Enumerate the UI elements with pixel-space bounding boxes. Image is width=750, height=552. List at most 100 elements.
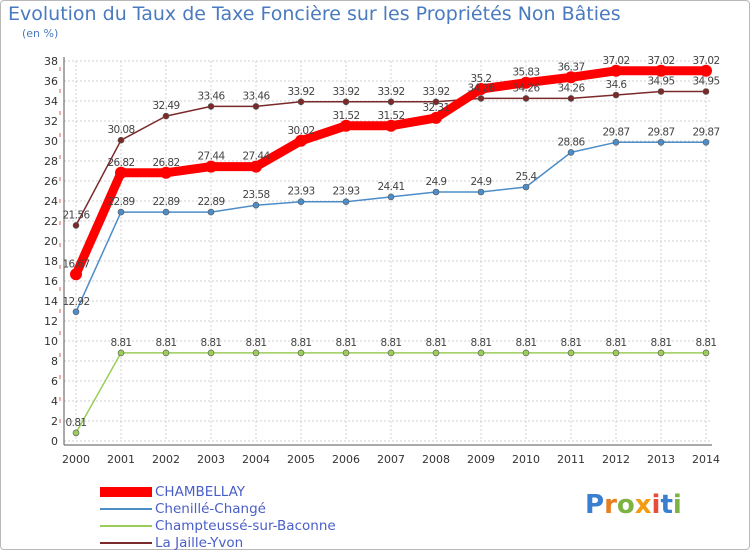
y-tick-label: 36: [44, 75, 58, 88]
data-point: [610, 64, 622, 77]
data-point: [162, 112, 170, 120]
data-label: 37.02: [647, 55, 674, 67]
data-point: [342, 349, 350, 357]
data-point: [522, 183, 530, 191]
data-label: 0.81: [66, 417, 87, 429]
data-point: [72, 429, 80, 437]
x-tick-label: 2004: [242, 453, 270, 466]
data-label: 22.89: [152, 196, 179, 208]
data-label: 34.26: [512, 82, 540, 94]
legend-swatch: [100, 542, 152, 544]
legend-label: La Jaille-Yvon: [155, 535, 244, 551]
logo-letter: r: [604, 490, 617, 520]
data-label: 16.67: [62, 258, 89, 270]
data-label: 8.81: [606, 337, 627, 349]
data-point: [700, 64, 712, 77]
data-label: 35.83: [512, 67, 539, 79]
y-tick-label: 0: [51, 435, 58, 448]
data-point: [250, 160, 262, 173]
data-point: [252, 201, 260, 209]
data-point: [387, 349, 395, 357]
data-point: [432, 98, 440, 106]
data-point: [70, 268, 82, 281]
y-tick-label: 34: [44, 95, 58, 108]
data-point: [387, 98, 395, 106]
y-tick-label: 26: [44, 175, 58, 188]
legend-swatch: [100, 487, 152, 497]
logo-letter: x: [634, 490, 652, 520]
data-label: 8.81: [561, 337, 582, 349]
data-point: [702, 88, 710, 95]
data-label: 8.81: [381, 337, 402, 349]
data-point: [520, 76, 532, 89]
data-label: 8.81: [471, 337, 492, 349]
x-tick-label: 2007: [377, 453, 405, 466]
data-point: [297, 349, 305, 357]
data-label: 32.31: [422, 102, 449, 114]
data-point: [567, 349, 575, 357]
data-point: [252, 349, 260, 357]
data-label: 34.95: [647, 76, 674, 88]
y-tick-label: 2: [51, 415, 58, 428]
data-label: 12.92: [62, 296, 89, 308]
y-tick-label: 22: [44, 215, 58, 228]
data-label: 8.81: [156, 337, 177, 349]
y-tick-label: 38: [44, 55, 58, 68]
data-label: 32.49: [152, 100, 179, 112]
data-point: [612, 139, 620, 146]
data-point: [340, 119, 352, 132]
chart-title: Evolution du Taux de Taxe Foncière sur l…: [8, 3, 621, 25]
x-tick-label: 2010: [512, 453, 540, 466]
y-tick-label: 24: [44, 195, 58, 208]
data-point: [475, 83, 487, 95]
data-point: [567, 149, 575, 156]
data-label: 33.92: [287, 86, 314, 98]
data-label: 24.9: [471, 176, 492, 188]
x-tick-label: 2012: [602, 453, 630, 466]
legend-label: Champteussé-sur-Baconne: [155, 518, 336, 534]
data-label: 21.56: [62, 209, 90, 221]
logo-letter: i: [651, 490, 661, 520]
data-label: 37.02: [602, 55, 629, 67]
data-label: 27.44: [197, 151, 225, 163]
data-label: 34.26: [557, 82, 585, 94]
data-point: [655, 64, 667, 77]
data-point: [72, 308, 80, 316]
data-label: 33.46: [242, 90, 270, 102]
data-point: [207, 349, 215, 357]
y-tick-label: 10: [44, 335, 58, 348]
data-label: 36.37: [557, 61, 584, 73]
y-tick-label: 12: [44, 315, 58, 328]
data-point: [430, 111, 442, 124]
data-label: 35.2: [471, 73, 492, 85]
y-tick-label: 14: [44, 295, 58, 308]
data-point: [162, 349, 170, 357]
data-point: [702, 349, 710, 357]
data-point: [612, 91, 620, 99]
data-label: 29.87: [692, 126, 719, 138]
data-point: [160, 166, 172, 179]
data-point: [565, 71, 577, 84]
logo-letter: o: [616, 490, 635, 520]
data-point: [207, 103, 215, 110]
data-point: [702, 139, 710, 146]
data-point: [477, 349, 485, 357]
data-label: 8.81: [696, 337, 717, 349]
x-tick-label: 2008: [422, 453, 450, 466]
data-label: 29.87: [602, 126, 629, 138]
data-point: [432, 188, 440, 196]
y-tick-label: 6: [51, 375, 58, 388]
x-tick-label: 2001: [107, 453, 135, 466]
data-point: [385, 119, 397, 132]
data-point: [477, 188, 485, 196]
data-label: 30.08: [107, 124, 134, 136]
data-label: 26.82: [107, 157, 134, 169]
data-point: [117, 136, 125, 144]
legend-label: CHAMBELLAY: [155, 484, 246, 500]
data-label: 28.86: [557, 136, 585, 148]
data-label: 33.92: [422, 86, 449, 98]
data-point: [207, 208, 215, 216]
data-label: 8.81: [336, 337, 357, 349]
x-tick-label: 2006: [332, 453, 360, 466]
data-point: [205, 160, 217, 173]
